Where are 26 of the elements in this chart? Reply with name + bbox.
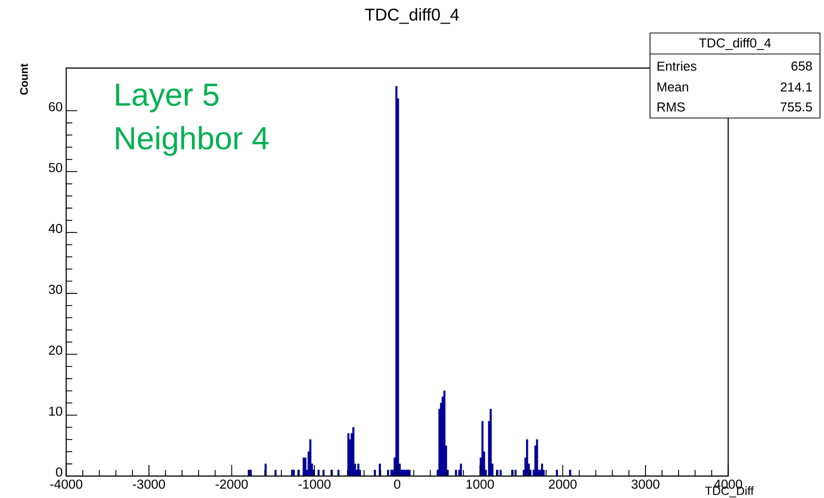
text: TDC_diff0_4 [699, 38, 771, 50]
y-tick-label: 60 [48, 102, 62, 112]
chart-title: TDC_diff0_4 [364, 8, 459, 24]
y-tick-label: 40 [48, 224, 62, 234]
y-tick-label: 50 [48, 162, 62, 172]
annotation: RMS [658, 102, 685, 112]
annotation: Layer 5 [116, 84, 218, 112]
x-tick-label: 1000 [466, 480, 494, 489]
y-tick-label: 0 [56, 467, 62, 477]
x-tick-label: 2000 [548, 480, 577, 489]
y-tick-label: 30 [48, 284, 62, 294]
text: 755.5 [780, 102, 812, 112]
annotation: Entries [658, 61, 696, 71]
x-tick-label: 0 [394, 480, 400, 489]
x-tick-label: -3000 [132, 480, 166, 489]
x-tick-label: -2000 [216, 480, 248, 489]
y-axis-title: Count [20, 64, 28, 95]
x-tick-label: 3000 [632, 480, 660, 489]
annotation: Mean [658, 82, 688, 92]
x-tick-label: -4000 [50, 480, 82, 489]
x-tick-label: -1000 [298, 480, 331, 489]
text: 214.1 [780, 82, 812, 92]
annotation: Neighbor 4 [116, 126, 268, 156]
y-tick-label: 10 [49, 406, 62, 416]
y-tick-label: 20 [48, 346, 62, 355]
text: 658 [792, 61, 812, 71]
